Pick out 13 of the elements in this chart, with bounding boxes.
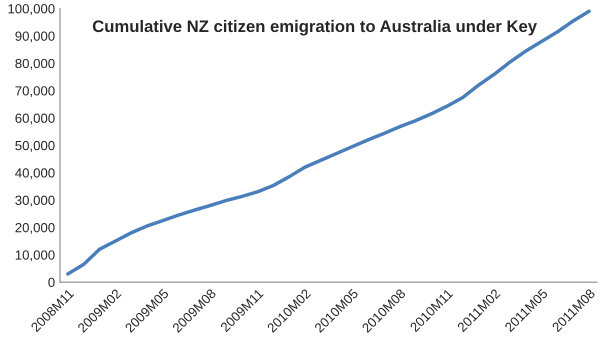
text: Cumulative NZ citizen emigration to Australia under Key <box>92 20 537 36</box>
line-series <box>66 10 591 276</box>
y-tick-label: 70,000 <box>15 86 55 98</box>
y-tick-label: 90,000 <box>15 31 55 42</box>
y-tick-label: 30,000 <box>15 196 55 207</box>
y-tick-label: 100,000 <box>8 4 55 16</box>
y-tick-label: 20,000 <box>15 222 55 234</box>
y-tick-label: 0 <box>48 278 55 288</box>
y-tick-label: 80,000 <box>15 58 55 70</box>
y-tick-label: 50,000 <box>15 140 55 152</box>
y-tick-label: 60,000 <box>15 114 55 124</box>
y-tick-label: 40,000 <box>15 168 55 180</box>
y-tick-label: 10,000 <box>16 250 55 262</box>
